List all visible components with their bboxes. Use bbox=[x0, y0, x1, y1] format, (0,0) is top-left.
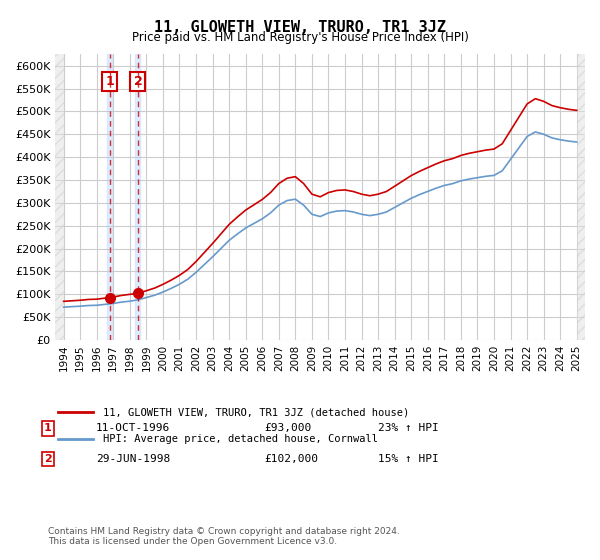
Text: 11, GLOWETH VIEW, TRURO, TR1 3JZ: 11, GLOWETH VIEW, TRURO, TR1 3JZ bbox=[154, 20, 446, 35]
Text: £102,000: £102,000 bbox=[264, 454, 318, 464]
Text: 11, GLOWETH VIEW, TRURO, TR1 3JZ (detached house): 11, GLOWETH VIEW, TRURO, TR1 3JZ (detach… bbox=[103, 407, 410, 417]
Text: 11-OCT-1996: 11-OCT-1996 bbox=[96, 423, 170, 433]
Text: HPI: Average price, detached house, Cornwall: HPI: Average price, detached house, Corn… bbox=[103, 434, 379, 444]
Text: 1: 1 bbox=[44, 423, 52, 433]
Bar bbox=[107, 54, 112, 340]
Text: Contains HM Land Registry data © Crown copyright and database right 2024.
This d: Contains HM Land Registry data © Crown c… bbox=[48, 526, 400, 546]
Bar bbox=[136, 54, 140, 340]
Text: 29-JUN-1998: 29-JUN-1998 bbox=[96, 454, 170, 464]
Text: £93,000: £93,000 bbox=[264, 423, 311, 433]
Text: 2: 2 bbox=[44, 454, 52, 464]
Text: Price paid vs. HM Land Registry's House Price Index (HPI): Price paid vs. HM Land Registry's House … bbox=[131, 31, 469, 44]
Text: 2: 2 bbox=[134, 75, 142, 88]
Text: 1: 1 bbox=[105, 75, 114, 88]
Bar bbox=[577, 54, 585, 340]
Text: 23% ↑ HPI: 23% ↑ HPI bbox=[378, 423, 439, 433]
Bar bbox=[55, 54, 64, 340]
Text: 15% ↑ HPI: 15% ↑ HPI bbox=[378, 454, 439, 464]
